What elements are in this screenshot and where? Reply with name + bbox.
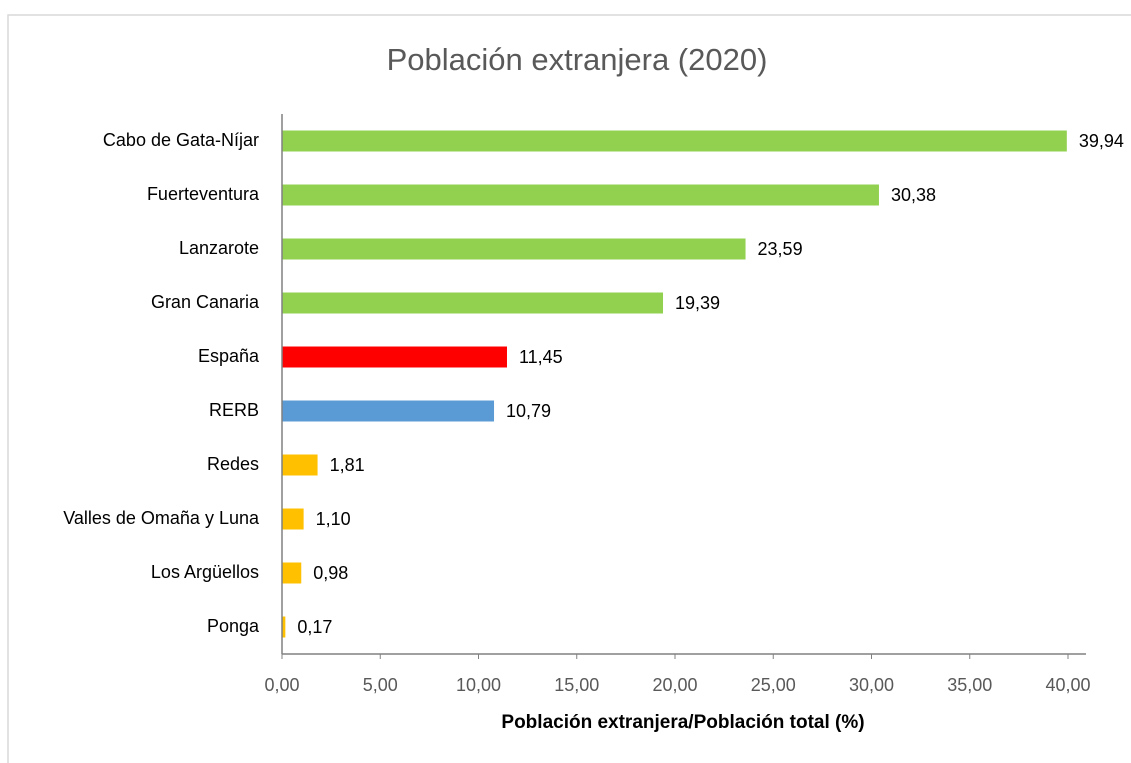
chart-title: Población extranjera (2020) xyxy=(387,42,768,77)
y-tick-label: Cabo de Gata-Níjar xyxy=(103,130,259,150)
bar xyxy=(282,454,318,476)
x-tick-label: 15,00 xyxy=(554,675,599,695)
x-tick-label: 20,00 xyxy=(652,675,697,695)
x-tick-label: 0,00 xyxy=(264,675,299,695)
y-tick-label: España xyxy=(198,346,260,366)
data-label: 1,81 xyxy=(330,455,365,475)
bar xyxy=(282,346,507,368)
bar xyxy=(282,292,664,314)
data-label: 19,39 xyxy=(675,293,720,313)
x-tick-label: 40,00 xyxy=(1045,675,1090,695)
y-tick-label: RERB xyxy=(209,400,259,420)
y-tick-label: Los Argüellos xyxy=(151,562,259,582)
bar xyxy=(282,184,879,206)
x-tick-label: 5,00 xyxy=(363,675,398,695)
data-label: 39,94 xyxy=(1079,131,1124,151)
y-tick-label: Valles de Omaña y Luna xyxy=(63,508,260,528)
data-label: 1,10 xyxy=(316,509,351,529)
data-label: 23,59 xyxy=(758,239,803,259)
data-label: 0,98 xyxy=(313,563,348,583)
bar xyxy=(282,238,746,260)
y-tick-label: Gran Canaria xyxy=(151,292,260,312)
x-tick-label: 30,00 xyxy=(849,675,894,695)
data-label: 0,17 xyxy=(297,617,332,637)
x-tick-label: 25,00 xyxy=(751,675,796,695)
x-tick-label: 35,00 xyxy=(947,675,992,695)
y-tick-label: Redes xyxy=(207,454,259,474)
data-label: 11,45 xyxy=(519,347,563,367)
data-label: 10,79 xyxy=(506,401,551,421)
chart-frame xyxy=(7,14,1131,763)
x-axis-title: Población extranjera/Población total (%) xyxy=(501,712,864,733)
data-label: 30,38 xyxy=(891,185,936,205)
bar xyxy=(282,508,304,530)
y-tick-label: Fuerteventura xyxy=(147,184,260,204)
y-tick-label: Ponga xyxy=(207,616,260,636)
bar xyxy=(282,562,302,584)
bar xyxy=(282,130,1067,152)
y-tick-label: Lanzarote xyxy=(179,238,259,258)
x-tick-label: 10,00 xyxy=(456,675,501,695)
bar xyxy=(282,616,286,638)
bar xyxy=(282,400,495,422)
